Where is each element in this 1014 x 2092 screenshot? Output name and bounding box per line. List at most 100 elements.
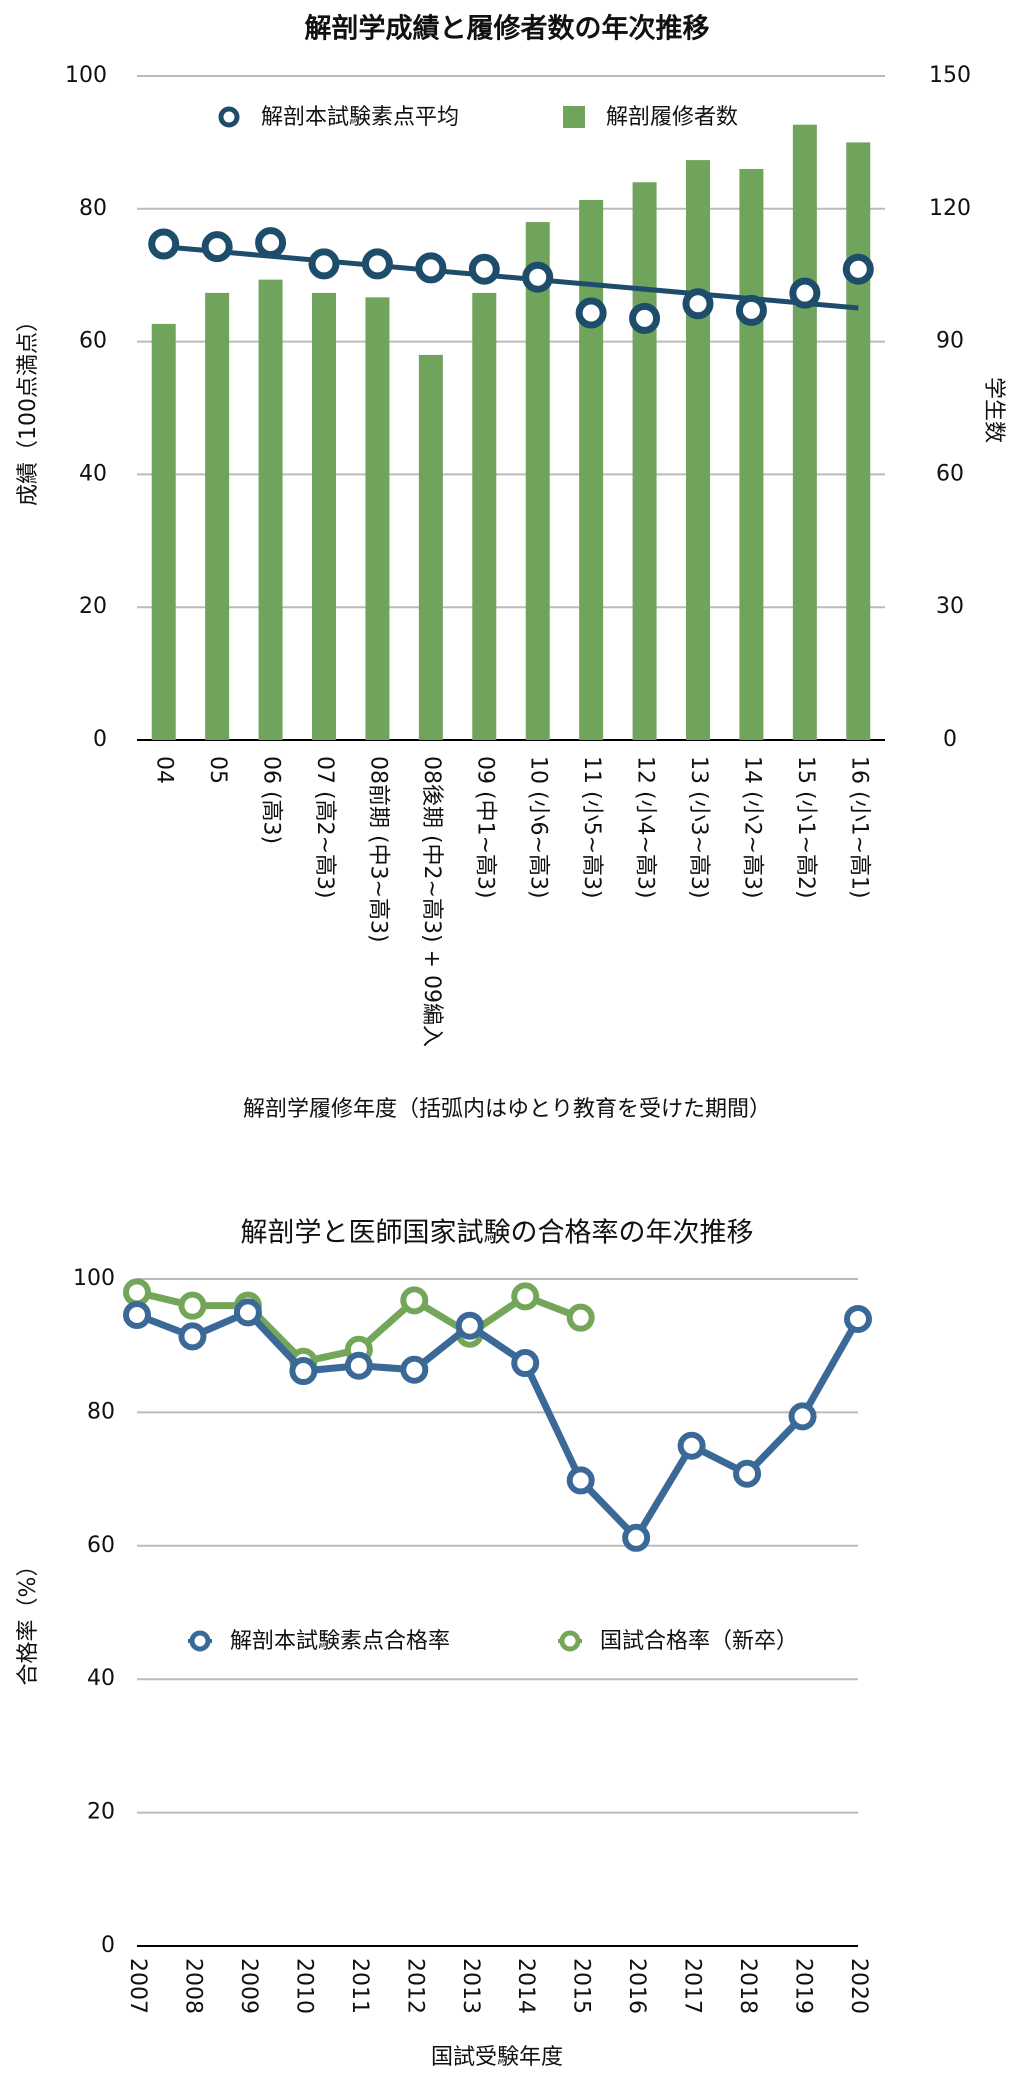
bar: [472, 292, 497, 740]
marker: [400, 1355, 429, 1384]
marker: [735, 294, 767, 326]
y-axis-label: 成績（100点満点）: [16, 310, 41, 506]
legend-label: 解剖本試験素点合格率: [230, 1629, 450, 1654]
x-tick-label: 06 (高3): [259, 756, 284, 844]
x-tick-label: 08前期 (中3~高3): [365, 756, 390, 943]
y-tick-label: 40: [87, 1666, 115, 1691]
x-tick-label: 2018: [735, 1958, 760, 2014]
x-tick-label: 04: [152, 756, 177, 784]
legend-swatch: [563, 106, 585, 128]
y2-tick-label: 90: [936, 329, 964, 354]
y-tick-label: 80: [79, 196, 107, 221]
y2-tick-label: 120: [929, 196, 971, 221]
x-tick-label: 2015: [569, 1958, 594, 2014]
bar: [365, 297, 390, 740]
x-tick-label: 2020: [846, 1958, 871, 2014]
marker: [511, 1282, 540, 1311]
marker: [400, 1286, 429, 1315]
marker: [361, 248, 393, 280]
marker: [344, 1351, 373, 1380]
y-tick-label: 100: [65, 63, 107, 88]
marker: [677, 1431, 706, 1460]
x-tick-label: 09 (中1~高3): [472, 756, 497, 899]
series-line: [135, 1308, 862, 1542]
x-tick-label: 2014: [513, 1958, 538, 2014]
marker: [233, 1298, 262, 1327]
marker: [842, 253, 874, 285]
bar: [205, 292, 230, 740]
x-tick-label: 2012: [402, 1958, 427, 2014]
y-tick-label: 80: [87, 1399, 115, 1424]
marker: [255, 227, 287, 259]
marker: [733, 1459, 762, 1488]
marker: [178, 1322, 207, 1351]
x-tick-label: 2007: [125, 1958, 150, 2014]
y2-axis-label: 学生数: [981, 377, 1006, 443]
bar: [418, 354, 443, 740]
bar: [686, 160, 710, 740]
bar: [792, 124, 817, 740]
x-tick-label: 16 (小1~高1): [846, 756, 871, 899]
x-tick-label: 07 (高2~高3): [312, 756, 337, 899]
x-tick-label: 05: [205, 756, 230, 784]
bar: [632, 182, 657, 741]
y-tick-label: 20: [87, 1800, 115, 1825]
y-tick-label: 0: [93, 727, 107, 752]
marker: [511, 1349, 540, 1378]
x-tick-label: 10 (小6~高3): [526, 756, 551, 899]
y-tick-label: 0: [101, 1933, 115, 1958]
marker: [289, 1357, 318, 1386]
x-tick-label: 15 (小1~高2): [793, 756, 818, 899]
x-tick-label: 14 (小2~高3): [739, 756, 764, 899]
legend-marker: [559, 1630, 581, 1652]
x-axis-label: 国試受験年度: [431, 2045, 563, 2070]
bar: [525, 222, 550, 740]
chart-title: 解剖学と医師国家試験の合格率の年次推移: [241, 1218, 754, 1249]
marker: [788, 1402, 817, 1431]
x-axis-label: 解剖学履修年度（括弧内はゆとり教育を受けた期間）: [243, 1097, 771, 1122]
marker: [566, 1303, 595, 1332]
marker: [123, 1278, 151, 1307]
x-tick-label: 2010: [291, 1958, 316, 2014]
y-tick-label: 40: [79, 461, 107, 486]
marker: [201, 231, 233, 263]
marker: [455, 1311, 484, 1340]
marker: [844, 1305, 872, 1334]
marker: [522, 261, 554, 293]
y-tick-label: 60: [87, 1533, 115, 1558]
marker: [123, 1301, 151, 1330]
legend-label: 国試合格率（新卒）: [600, 1629, 798, 1654]
marker: [308, 248, 340, 280]
bar: [312, 292, 336, 740]
bar: [739, 168, 764, 740]
marker: [178, 1291, 207, 1320]
bar: [846, 142, 871, 740]
marker: [575, 297, 607, 329]
x-tick-label: 12 (小4~高3): [633, 756, 658, 899]
marker: [148, 228, 180, 260]
marker: [789, 277, 821, 309]
bar: [579, 199, 604, 741]
y-axis-label: 合格率（%）: [16, 1555, 41, 1686]
y-tick-label: 60: [79, 329, 107, 354]
marker: [622, 1523, 651, 1552]
x-tick-label: 11 (小5~高3): [579, 756, 604, 899]
marker: [566, 1466, 595, 1495]
y2-tick-label: 0: [943, 727, 957, 752]
marker: [468, 253, 500, 285]
y2-tick-label: 30: [936, 594, 964, 619]
marker: [415, 252, 447, 284]
legend-marker: [189, 1630, 211, 1652]
legend-label: 解剖履修者数: [606, 105, 738, 130]
x-tick-label: 2017: [680, 1958, 705, 2014]
bar: [151, 323, 176, 740]
x-tick-label: 2009: [236, 1958, 261, 2014]
x-tick-label: 2019: [791, 1958, 816, 2014]
x-tick-label: 2008: [180, 1958, 205, 2014]
x-tick-label: 08後期 (中2~高3) + 09編入: [419, 756, 444, 1047]
chart-title: 解剖学成績と履修者数の年次推移: [305, 13, 710, 45]
y-tick-label: 20: [79, 594, 107, 619]
legend-marker: [218, 106, 240, 128]
x-tick-label: 13 (小3~高3): [686, 756, 711, 899]
